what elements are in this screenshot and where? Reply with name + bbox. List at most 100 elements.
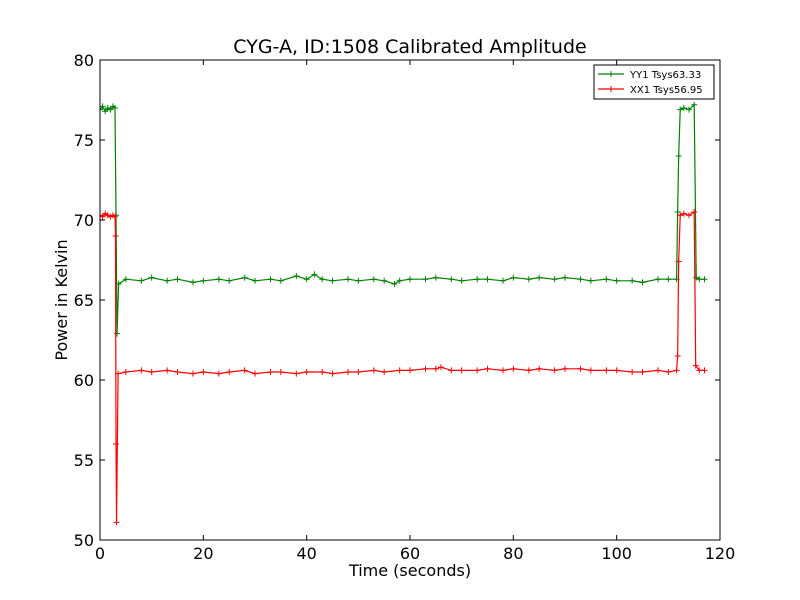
y-tick-label: 60 [74, 371, 94, 390]
data-point [100, 103, 106, 110]
data-point [115, 281, 122, 287]
data-point [686, 212, 692, 219]
data-point [422, 365, 429, 372]
data-point [303, 369, 310, 375]
data-point [432, 365, 439, 372]
data-point [200, 369, 207, 375]
data-point [432, 274, 439, 281]
data-point [370, 276, 377, 283]
data-point [562, 365, 568, 372]
data-point [655, 276, 661, 283]
x-tick-label: 80 [503, 544, 523, 563]
data-point [696, 276, 703, 283]
legend-marker-0 [608, 71, 614, 77]
legend-marker-1 [608, 86, 614, 92]
data-point [391, 281, 398, 287]
data-point [677, 106, 684, 113]
data-point [277, 277, 284, 284]
data-point [329, 277, 336, 284]
data-point [677, 212, 684, 219]
data-point [551, 276, 558, 283]
data-point [113, 519, 120, 526]
data-point [122, 369, 129, 375]
data-point [629, 369, 636, 375]
data-point [241, 274, 248, 281]
y-tick-label: 55 [74, 451, 94, 470]
data-point [174, 369, 181, 375]
data-point [329, 370, 336, 377]
data-point [381, 369, 388, 375]
data-point [100, 106, 103, 113]
data-point [190, 279, 196, 286]
plot-frame [99, 59, 721, 541]
data-point [241, 367, 248, 374]
data-point [655, 367, 661, 374]
data-point [500, 277, 506, 284]
data-point [691, 209, 698, 215]
data-point [613, 277, 620, 284]
data-point [474, 276, 481, 283]
data-point [164, 367, 171, 374]
y-tick-label: 80 [74, 51, 94, 70]
data-point [319, 369, 326, 375]
data-point [422, 276, 429, 283]
data-point [100, 212, 103, 219]
data-point [525, 276, 532, 283]
data-point [484, 365, 491, 372]
data-point [293, 370, 300, 377]
data-point [701, 367, 708, 374]
data-point [355, 277, 362, 284]
data-point [603, 367, 610, 374]
data-point [500, 367, 506, 374]
legend-label-1: XX1 Tsys56.95 [630, 85, 703, 96]
data-point [551, 367, 558, 374]
data-point [438, 364, 444, 371]
data-point [587, 367, 594, 374]
data-point [674, 209, 681, 215]
data-point [215, 276, 222, 283]
data-point [577, 276, 584, 283]
data-point [525, 367, 532, 374]
data-point [510, 365, 517, 372]
data-point [577, 365, 584, 372]
data-point [138, 367, 145, 374]
series-line-1 [100, 210, 705, 523]
data-point [665, 276, 672, 283]
data-point [148, 369, 155, 375]
data-point [370, 367, 377, 374]
legend-label-0: YY1 Tsys63.33 [629, 70, 701, 81]
data-point [613, 367, 620, 374]
data-point [675, 153, 682, 159]
data-point [639, 369, 646, 375]
y-tick-label: 50 [74, 531, 94, 550]
data-point [665, 369, 672, 375]
data-point [226, 277, 233, 284]
data-point [113, 441, 120, 447]
data-point [190, 370, 196, 377]
data-point [448, 367, 455, 374]
data-point [396, 367, 403, 374]
data-point [686, 106, 692, 113]
x-tick-label: 120 [705, 544, 736, 563]
data-point [474, 367, 481, 374]
data-point [407, 367, 413, 374]
data-point [311, 271, 318, 278]
data-point [100, 213, 106, 220]
data-point [138, 277, 145, 284]
data-point [680, 105, 687, 111]
data-point [215, 370, 222, 377]
data-point [107, 106, 114, 113]
data-point [114, 330, 121, 337]
data-point [267, 369, 274, 375]
y-tick-label: 70 [74, 211, 94, 230]
data-point [345, 276, 351, 283]
x-tick-label: 60 [400, 544, 420, 563]
x-tick-label: 40 [296, 544, 316, 563]
data-point [562, 274, 568, 281]
data-point [639, 279, 646, 286]
data-point [536, 365, 543, 372]
x-tick-label: 0 [95, 544, 105, 563]
data-point [691, 101, 698, 108]
data-point [355, 369, 362, 375]
